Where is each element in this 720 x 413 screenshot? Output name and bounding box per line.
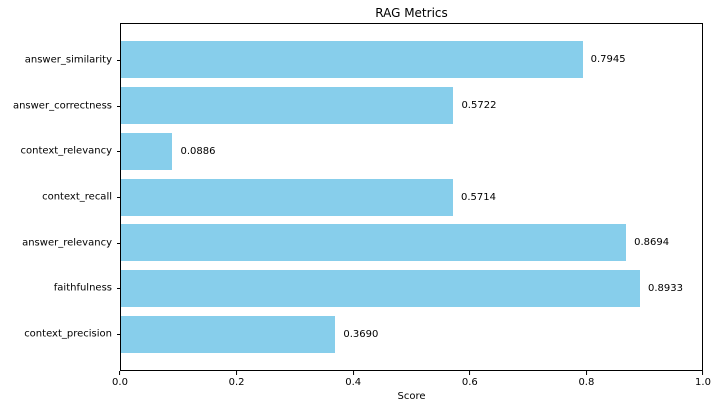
x-tick: 0.0: [112, 371, 128, 388]
category-label: context_relevancy: [20, 145, 112, 157]
value-label: 0.8933: [648, 282, 683, 294]
value-label: 0.0886: [180, 145, 216, 157]
bar-row: answer_relevancy 0.8694: [22, 220, 702, 266]
y-tick-mark: [117, 288, 121, 290]
value-label: 0.3690: [343, 328, 379, 340]
value-label: 0.8694: [634, 237, 670, 249]
y-tick-mark: [117, 242, 121, 244]
category-label: answer_relevancy: [22, 237, 112, 249]
bar: [121, 41, 583, 79]
category-label: answer_correctness: [12, 100, 112, 112]
bar-row: context_precision 0.3690: [24, 311, 702, 357]
value-label: 0.5722: [461, 100, 497, 112]
category-label: faithfulness: [53, 282, 112, 294]
x-tick-mark: [469, 371, 471, 375]
y-tick-mark: [117, 59, 121, 61]
x-tick-mark: [585, 371, 587, 375]
plot-area: answer_similarity 0.7945 answer_correctnes…: [13, 23, 703, 371]
bar-row: faithfulness 0.8933: [54, 266, 702, 312]
bar-row: answer_similarity 0.7945: [25, 37, 702, 83]
bar: [121, 87, 454, 125]
x-tick-mark: [119, 371, 121, 375]
bar: [121, 315, 336, 353]
x-tick: 0.6: [462, 371, 478, 388]
x-tick: 0.2: [229, 371, 245, 388]
bar: [121, 269, 640, 307]
bar: [121, 178, 453, 216]
chart-title: RAG Metrics: [375, 6, 448, 20]
x-tick: 0.4: [345, 371, 361, 388]
y-tick-mark: [117, 197, 121, 199]
bar: [121, 224, 627, 262]
x-tick-mark: [352, 371, 354, 375]
x-axis-label: Score: [397, 391, 426, 402]
x-tick-label: 0.0: [112, 377, 128, 388]
x-tick-label: 0.2: [228, 377, 245, 388]
bar-row: context_recall 0.5714: [42, 174, 702, 220]
y-tick-mark: [117, 105, 121, 107]
x-tick-label: 0.4: [345, 377, 362, 388]
category-label: context_recall: [42, 191, 112, 203]
y-tick-mark: [117, 334, 121, 336]
value-label: 0.7945: [590, 54, 626, 66]
x-tick: 1.0: [695, 371, 711, 388]
x-tick: 0.8: [578, 371, 594, 388]
x-tick-label: 1.0: [695, 377, 711, 388]
x-tick-label: 0.8: [578, 377, 595, 388]
bar-row: answer_correctness 0.5722: [13, 83, 702, 129]
category-label: context_precision: [24, 328, 112, 340]
bar-row: context_relevancy 0.0886: [21, 128, 702, 174]
x-tick-mark: [236, 371, 238, 375]
value-label: 0.5714: [460, 191, 496, 203]
x-tick-mark: [702, 371, 704, 375]
category-label: answer_similarity: [24, 54, 112, 66]
bars-container: answer_similarity 0.7945 answer_correctnes…: [13, 24, 702, 370]
bar: [121, 132, 173, 170]
x-tick-label: 0.6: [461, 377, 478, 388]
y-tick-mark: [117, 151, 121, 153]
